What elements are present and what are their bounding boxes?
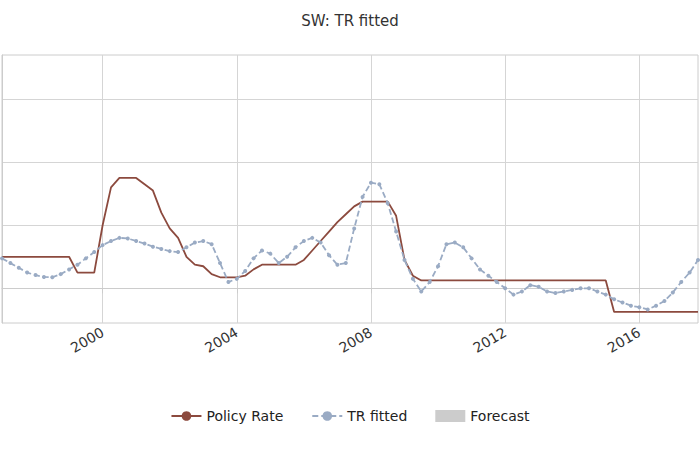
svg-text:2008: 2008: [336, 324, 375, 356]
svg-text:2000: 2000: [68, 324, 107, 356]
svg-text:Policy Rate: Policy Rate: [206, 408, 283, 424]
svg-text:2016: 2016: [604, 324, 643, 356]
svg-text:SW: TR fitted: SW: TR fitted: [301, 12, 399, 30]
svg-text:TR fitted: TR fitted: [346, 408, 407, 424]
svg-text:2004: 2004: [202, 324, 241, 356]
svg-text:Forecast: Forecast: [470, 408, 530, 424]
svg-text:2012: 2012: [470, 324, 509, 356]
